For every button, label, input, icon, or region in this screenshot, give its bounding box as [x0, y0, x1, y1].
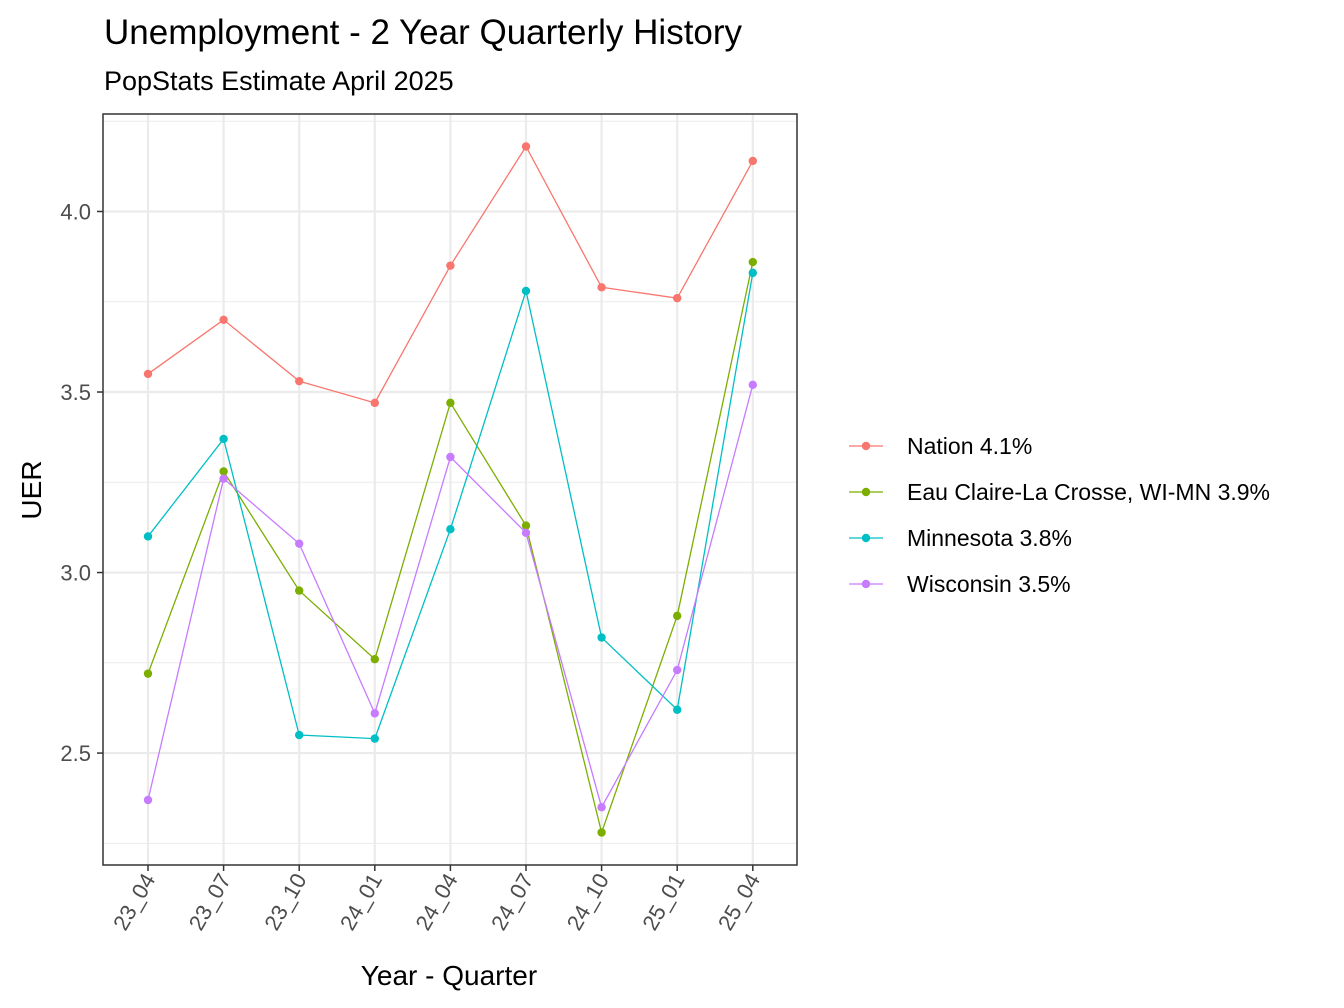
data-point	[521, 528, 531, 538]
x-tick-label: 24_07	[486, 869, 538, 934]
legend-key-point	[861, 441, 871, 451]
data-point	[143, 795, 153, 805]
x-tick-label: 24_04	[410, 869, 462, 934]
legend-label: Nation 4.1%	[907, 433, 1032, 459]
legend-label: Eau Claire-La Crosse, WI-MN 3.9%	[907, 479, 1270, 505]
data-point	[446, 452, 455, 462]
x-tick-label: 23_04	[108, 869, 160, 934]
data-point	[597, 283, 606, 292]
data-point	[143, 369, 153, 379]
grid	[103, 114, 797, 865]
data-point	[446, 525, 455, 534]
data-point	[219, 315, 228, 325]
legend-key-point	[861, 533, 871, 543]
data-point	[295, 586, 304, 595]
data-point	[370, 709, 379, 718]
data-point	[370, 398, 379, 408]
data-point	[597, 828, 606, 837]
legend: Nation 4.1% Eau Claire-La Crosse, WI-MN 3…	[849, 433, 1270, 597]
legend-key-point	[861, 487, 871, 497]
data-point	[521, 521, 531, 530]
y-tick-label: 4.0	[60, 199, 91, 224]
x-axis-title: Year - Quarter	[361, 960, 537, 991]
x-tick-label: 25_01	[637, 869, 689, 934]
data-point	[521, 142, 531, 151]
legend-label: Wisconsin 3.5%	[907, 571, 1071, 597]
data-point	[295, 730, 304, 740]
y-axis-title: UER	[16, 460, 47, 519]
data-point	[673, 293, 682, 303]
data-point	[370, 654, 379, 664]
x-tick-label: 23_07	[184, 869, 236, 934]
legend-label: Minnesota 3.8%	[907, 525, 1072, 551]
data-point	[673, 705, 682, 714]
series-lines	[143, 142, 757, 837]
y-tick-label: 3.5	[60, 380, 91, 405]
data-point	[370, 734, 379, 743]
data-point	[295, 376, 304, 386]
y-tick-label: 2.5	[60, 741, 91, 766]
x-tick-label: 23_10	[259, 869, 311, 934]
data-point	[748, 156, 757, 166]
data-point	[597, 633, 606, 642]
data-point	[748, 268, 757, 278]
data-point	[673, 611, 682, 621]
legend-key-point	[861, 579, 871, 589]
data-point	[219, 467, 228, 476]
data-point	[748, 257, 757, 267]
data-point	[219, 474, 228, 483]
data-point	[143, 532, 153, 541]
chart-title: Unemployment - 2 Year Quarterly History	[104, 13, 743, 52]
data-point	[446, 261, 455, 270]
y-tick-label: 3.0	[60, 561, 91, 586]
data-point	[597, 803, 606, 812]
data-point	[295, 539, 304, 548]
x-tick-label: 25_04	[713, 869, 765, 934]
data-point	[446, 398, 455, 408]
x-tick-label: 24_10	[562, 869, 614, 934]
data-point	[521, 286, 531, 296]
data-point	[219, 434, 228, 444]
data-point	[673, 665, 682, 675]
data-point	[143, 669, 153, 678]
data-point	[748, 380, 757, 389]
chart-subtitle: PopStats Estimate April 2025	[104, 66, 454, 96]
x-tick-label: 24_01	[335, 869, 387, 934]
axes: 2.5 3.0 3.5 4.0 23_04 23_07 23_10 24_01 24_04 24_…	[60, 199, 765, 934]
